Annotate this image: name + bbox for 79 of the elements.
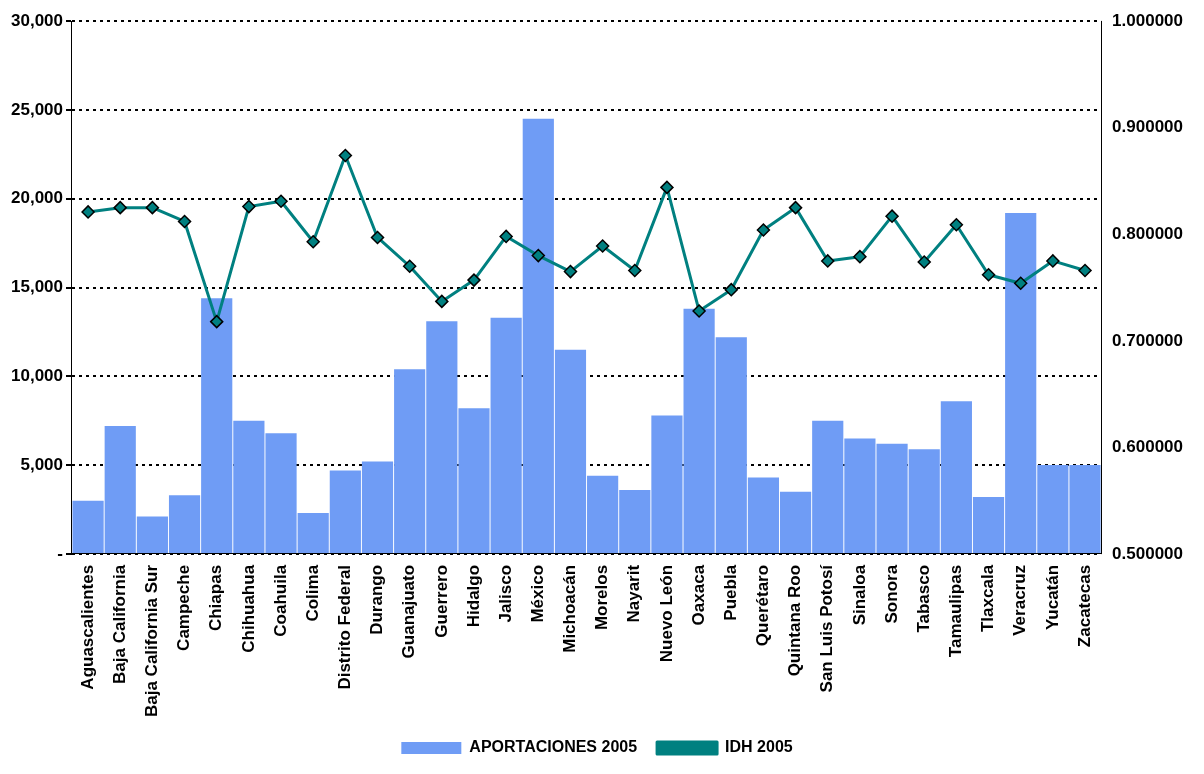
y-tick-label: 25,000	[11, 99, 63, 119]
x-tick-label: Nuevo León	[656, 564, 676, 663]
point	[788, 200, 803, 215]
point	[628, 263, 642, 278]
point	[885, 209, 899, 223]
point	[1046, 254, 1060, 268]
point	[338, 148, 353, 163]
x-tick-label: Yucatán	[1042, 564, 1062, 631]
x-tick-label: Puebla	[720, 564, 740, 621]
x-tick-label: Hidalgo	[463, 564, 483, 628]
point	[692, 304, 706, 318]
point	[209, 314, 224, 329]
point	[81, 205, 95, 219]
y2-tick-label: 0.900000	[1112, 117, 1183, 137]
x-tick-label: Guerrero	[431, 564, 451, 638]
point	[660, 180, 674, 195]
point	[853, 249, 867, 264]
y2-tick-label: 0.600000	[1112, 437, 1183, 457]
x-tick-label: Aguascalientes	[77, 564, 97, 690]
x-tick-label: México	[527, 564, 547, 623]
y2-tick-label: 1.000000	[1112, 10, 1183, 30]
point	[242, 199, 256, 214]
point	[113, 200, 127, 215]
point	[1078, 263, 1092, 278]
point	[756, 223, 771, 237]
point	[563, 264, 578, 279]
point	[370, 230, 385, 245]
y-tick-label: 15,000	[11, 277, 63, 297]
x-tick-label: Nayarit	[624, 564, 644, 623]
x-tick-label: Distrito Federal	[335, 564, 355, 690]
y-tick-label: 30,000	[11, 10, 63, 30]
x-tick-label: Morelos	[592, 564, 612, 631]
x-tick-label: Baja California Sur	[142, 564, 162, 718]
x-tick-label: Michoacán	[560, 564, 580, 653]
point	[1013, 276, 1028, 291]
x-tick-label: Colima	[302, 564, 322, 622]
y2-tick-label: 0.500000	[1112, 543, 1183, 563]
point	[145, 200, 160, 215]
x-tick-label: Sinaloa	[849, 564, 869, 626]
y2-tick-label: 0.800000	[1112, 223, 1183, 243]
legend-label: APORTACIONES 2005	[469, 738, 638, 756]
point	[499, 229, 513, 244]
x-tick-label: Durango	[367, 564, 387, 635]
x-tick-label: Sonora	[881, 564, 901, 624]
x-tick-label: Quintana Roo	[785, 564, 805, 677]
point	[724, 282, 739, 297]
point	[820, 254, 835, 268]
x-tick-label: Chiapas	[206, 564, 226, 632]
x-tick-label: Tabasco	[913, 564, 933, 633]
point	[595, 239, 610, 253]
point	[917, 255, 931, 269]
point	[435, 294, 449, 309]
y2-tick-label: 0.700000	[1112, 330, 1183, 350]
y-tick-label: -	[57, 543, 63, 563]
x-tick-label: Veracruz	[1010, 564, 1030, 636]
y-tick-label: 10,000	[11, 366, 63, 386]
x-tick-label: Baja California	[109, 564, 129, 684]
point	[949, 217, 964, 232]
x-tick-label: Querétaro	[753, 564, 773, 647]
point	[981, 268, 996, 282]
point	[306, 234, 320, 249]
x-tick-label: Chihuahua	[238, 564, 258, 653]
x-tick-label: Guanajuato	[399, 564, 419, 659]
legend-label: IDH 2005	[725, 738, 793, 756]
point	[274, 194, 288, 208]
x-tick-label: Zacatecas	[1074, 564, 1094, 648]
y-tick-label: 20,000	[11, 188, 63, 208]
point	[402, 259, 417, 273]
y-tick-label: 5,000	[20, 454, 63, 474]
point	[177, 214, 192, 229]
x-tick-label: Tamaulipas	[946, 564, 966, 658]
x-tick-label: Tlaxcala	[978, 564, 998, 633]
x-tick-label: Oaxaca	[688, 564, 708, 626]
x-tick-label: Coahuila	[270, 564, 290, 637]
x-tick-label: Jalisco	[495, 564, 515, 623]
point	[467, 273, 481, 287]
x-tick-label: Campeche	[174, 564, 194, 651]
point	[531, 248, 546, 263]
x-tick-label: San Luis Potosí	[817, 563, 837, 693]
